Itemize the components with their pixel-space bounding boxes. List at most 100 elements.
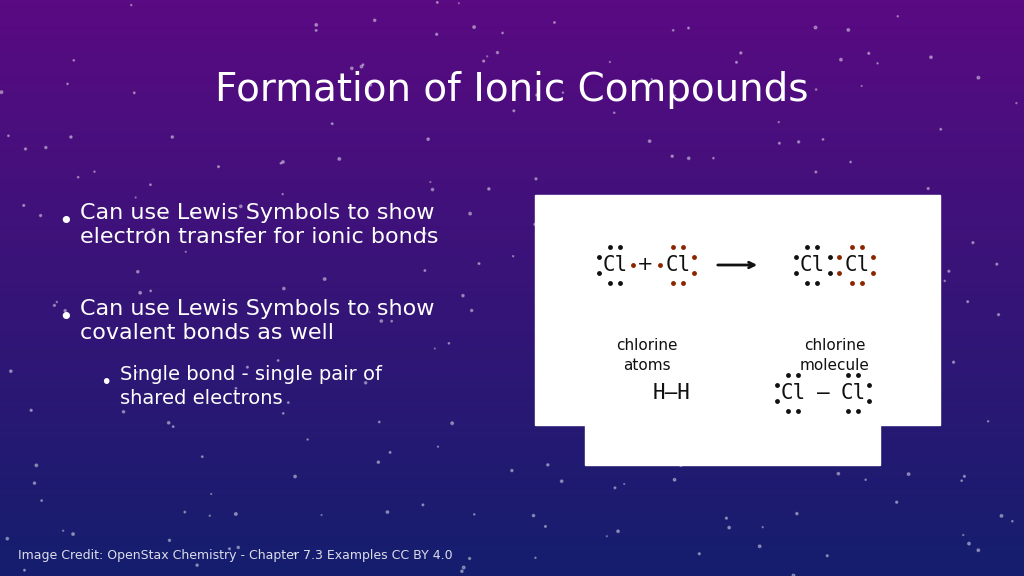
Point [788,509,805,518]
Point [275,284,292,293]
Point [0,131,16,141]
Bar [0,498,1024,502]
Bar [0,0,1024,4]
Point [505,252,521,261]
Point [857,475,873,484]
Bar [0,415,1024,419]
Bar [0,418,1024,422]
Point [705,444,721,453]
Bar [0,550,1024,554]
Bar [0,325,1024,329]
Bar [0,564,1024,569]
Point [771,139,787,148]
Bar [0,282,1024,286]
Point [189,560,206,570]
Bar [0,297,1024,301]
Bar [0,26,1024,30]
Bar [0,204,1024,209]
Point [869,59,886,68]
Point [933,124,949,134]
Bar [585,330,880,465]
Point [965,238,981,247]
Bar [0,510,1024,514]
Point [166,374,182,383]
Bar [0,567,1024,571]
Bar [0,49,1024,53]
Bar [0,386,1024,390]
Point [128,367,144,377]
Point [424,185,440,194]
Bar [0,444,1024,448]
Text: •: • [58,306,73,330]
Bar [0,251,1024,255]
Point [176,507,193,517]
Point [287,549,303,558]
Bar [0,521,1024,525]
Point [210,162,226,171]
Bar [0,228,1024,232]
Point [726,275,742,285]
Point [479,52,496,61]
Text: Cl: Cl [845,255,869,275]
Bar [0,544,1024,548]
Bar [0,429,1024,433]
Bar [0,484,1024,488]
Point [811,225,827,234]
Point [429,0,445,7]
Bar [0,32,1024,36]
Bar [0,141,1024,145]
Point [941,267,957,276]
Text: electron transfer for ionic bonds: electron transfer for ionic bonds [80,227,438,247]
Point [923,291,939,300]
Bar [0,118,1024,122]
Bar [0,288,1024,292]
Text: Cl: Cl [602,255,628,275]
Point [126,88,142,97]
Point [379,507,395,517]
Point [683,346,699,355]
Bar [0,242,1024,246]
Point [923,52,939,62]
Bar [0,147,1024,151]
Point [687,358,703,367]
Bar [0,452,1024,456]
Point [667,475,683,484]
Point [357,378,374,388]
Point [760,430,776,439]
Bar [0,268,1024,272]
Bar [0,536,1024,540]
Bar [0,135,1024,139]
Bar [0,432,1024,436]
Bar [0,279,1024,283]
Bar [0,12,1024,16]
Bar [0,236,1024,240]
Bar [0,348,1024,353]
Point [281,398,297,407]
Point [860,49,877,58]
Point [819,551,836,560]
Point [755,522,771,532]
Bar [0,374,1024,378]
Point [506,106,522,115]
Text: Cl: Cl [666,255,690,275]
Point [879,406,895,415]
Bar [0,132,1024,137]
Point [184,210,201,219]
Point [728,58,744,67]
Point [101,324,118,333]
Bar [0,262,1024,266]
Bar [0,121,1024,125]
Bar [0,23,1024,27]
Point [886,203,902,213]
Bar [0,17,1024,21]
Point [664,151,680,161]
Point [344,64,360,73]
Bar [0,300,1024,304]
Point [164,132,180,142]
Point [751,366,767,376]
Bar [0,265,1024,269]
Bar [0,395,1024,399]
Text: shared electrons: shared electrons [120,388,283,407]
Bar [0,92,1024,96]
Bar [0,501,1024,505]
